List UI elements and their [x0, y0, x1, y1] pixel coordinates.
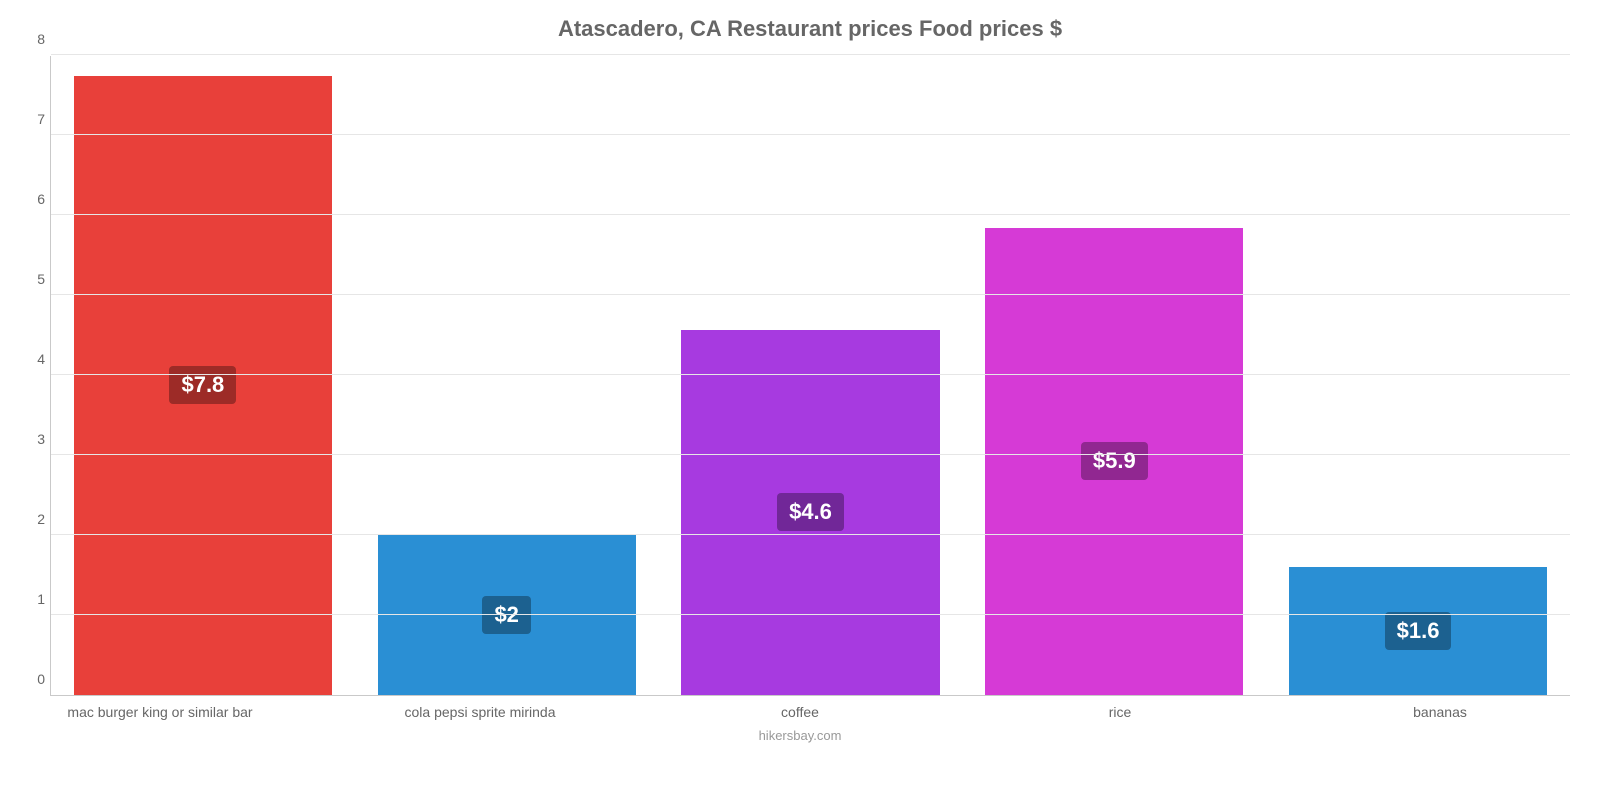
gridline — [51, 614, 1570, 615]
y-tick-label: 1 — [23, 591, 45, 607]
bar: $7.8 — [74, 76, 332, 695]
y-tick-label: 2 — [23, 511, 45, 527]
bar: $5.9 — [985, 228, 1243, 695]
gridline — [51, 214, 1570, 215]
x-axis-labels: mac burger king or similar barcola pepsi… — [0, 696, 1600, 720]
bar-value-label: $7.8 — [169, 366, 236, 404]
y-tick-label: 4 — [23, 351, 45, 367]
x-tick-label: bananas — [1280, 696, 1600, 720]
plot-area: $7.8$2$4.6$5.9$1.6 012345678 — [50, 56, 1570, 696]
y-tick-label: 7 — [23, 111, 45, 127]
x-tick-label: coffee — [640, 696, 960, 720]
bar-slot: $1.6 — [1266, 56, 1570, 695]
chart-container: Atascadero, CA Restaurant prices Food pr… — [0, 0, 1600, 800]
y-tick-label: 8 — [23, 31, 45, 47]
chart-title: Atascadero, CA Restaurant prices Food pr… — [50, 16, 1570, 42]
y-tick-label: 0 — [23, 671, 45, 687]
bar-value-label: $2 — [482, 596, 530, 634]
y-tick-label: 6 — [23, 191, 45, 207]
bar: $2 — [378, 535, 636, 695]
bar-value-label: $1.6 — [1385, 612, 1452, 650]
bar-value-label: $4.6 — [777, 493, 844, 531]
gridline — [51, 54, 1570, 55]
x-tick-label: mac burger king or similar bar — [0, 696, 320, 720]
x-tick-label: rice — [960, 696, 1280, 720]
bar-slot: $4.6 — [659, 56, 963, 695]
gridline — [51, 134, 1570, 135]
bar-value-label: $5.9 — [1081, 442, 1148, 480]
gridline — [51, 534, 1570, 535]
gridline — [51, 454, 1570, 455]
bar-slot: $7.8 — [51, 56, 355, 695]
gridline — [51, 294, 1570, 295]
bars-group: $7.8 $2 $4.6 $5.9 $1.6 — [51, 56, 1570, 695]
y-tick-label: 3 — [23, 431, 45, 447]
bar-slot: $5.9 — [962, 56, 1266, 695]
chart-footer: hikersbay.com — [0, 728, 1600, 743]
bar: $4.6 — [681, 330, 939, 695]
y-tick-label: 5 — [23, 271, 45, 287]
x-tick-label: cola pepsi sprite mirinda — [320, 696, 640, 720]
bar: $1.6 — [1289, 567, 1547, 695]
bar-slot: $2 — [355, 56, 659, 695]
gridline — [51, 374, 1570, 375]
